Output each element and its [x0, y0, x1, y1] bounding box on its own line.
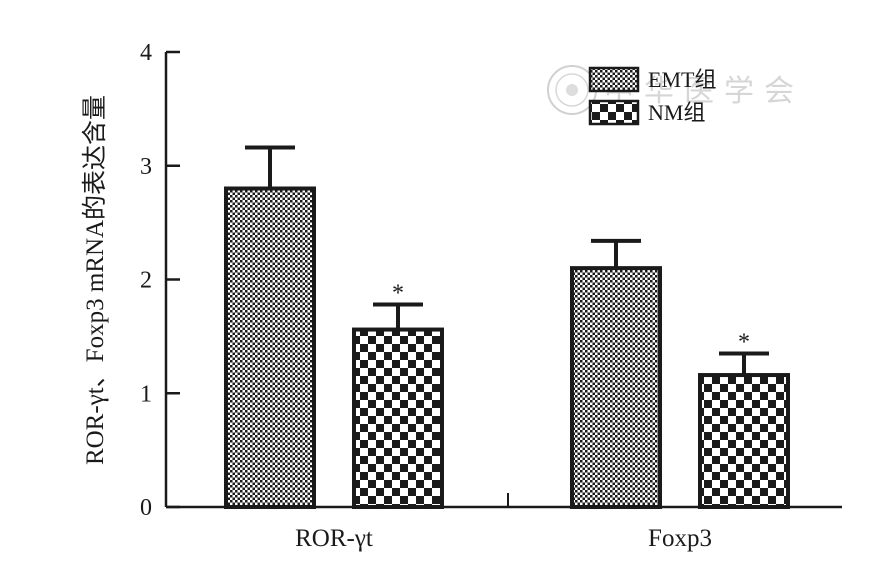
plot-area: **	[224, 145, 790, 509]
y-tick-label: 1	[140, 381, 152, 407]
legend-label-nm: NM组	[648, 100, 705, 125]
legend: EMT组 NM组	[588, 66, 716, 126]
bar-nm-0	[352, 327, 444, 509]
legend-swatch-nm	[588, 99, 640, 126]
y-tick-label: 0	[140, 495, 152, 521]
bar-emt-1	[570, 266, 662, 509]
legend-swatch-emt	[588, 66, 640, 93]
y-tick-label: 2	[140, 268, 152, 294]
y-tick-label: 4	[140, 40, 152, 66]
y-axis-label: ROR-γt、Foxp3 mRNA的表达含量	[81, 95, 109, 465]
bar-emt-0	[224, 186, 316, 509]
y-tick-label: 3	[140, 154, 152, 180]
x-tick-label: ROR-γt	[295, 525, 373, 552]
axes: ROR-γt Foxp3 0 1 2 3 4	[140, 40, 842, 552]
bar-nm-1	[698, 373, 790, 509]
significance-marker: *	[392, 281, 404, 307]
x-tick-label: Foxp3	[648, 525, 712, 552]
legend-label-emt: EMT组	[648, 67, 716, 92]
significance-marker: *	[738, 329, 750, 355]
